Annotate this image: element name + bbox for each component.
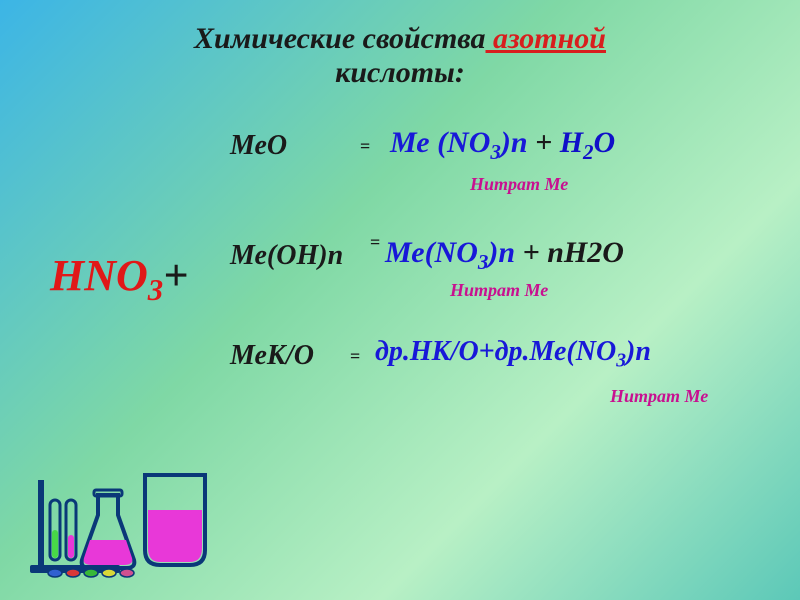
reactant-2: МеК/О [230, 340, 314, 372]
product-2: др.НК/О+др.Ме(NO3)n [375, 336, 651, 373]
title-part1: Химические свойства [194, 22, 485, 55]
hno3-sub: 3 [148, 273, 163, 307]
hno3-base: HNO [50, 251, 148, 300]
equals-1: = [370, 232, 380, 253]
flasks-illustration [20, 440, 210, 580]
reactant-1: Ме(ОН)n [230, 240, 343, 272]
caption-1: Нитрат Ме [450, 280, 548, 301]
hno3-plus: + [163, 251, 188, 300]
caption-0: Нитрат Ме [470, 174, 568, 195]
reactant-0: МеО [230, 130, 287, 162]
title-line2: кислоты: [0, 56, 800, 90]
hno3-formula: HNO3+ [50, 250, 188, 308]
equals-0: = [360, 136, 370, 157]
product-1: Ме(NO3)n + nН2О [385, 236, 624, 275]
title-underlined: азотной [486, 22, 606, 55]
caption-2: Нитрат Ме [610, 386, 708, 407]
equals-2: = [350, 346, 360, 367]
product-0: Ме (NO3)n + H2O [390, 126, 615, 165]
slide-title: Химические свойства азотной кислоты: [0, 0, 800, 90]
